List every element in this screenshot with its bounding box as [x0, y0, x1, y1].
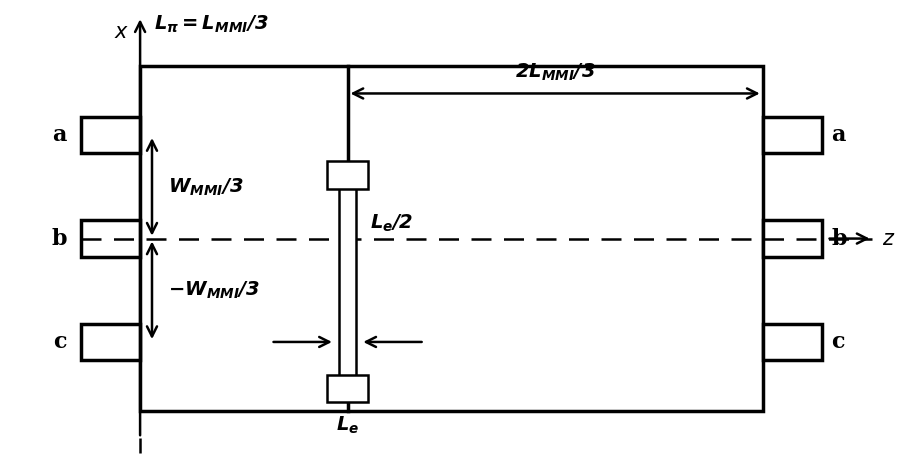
Text: $\bfit{-W}_{\bfit{MMI}}\bfit{/3}$: $\bfit{-W}_{\bfit{MMI}}\bfit{/3}$ [169, 280, 261, 301]
Text: c: c [832, 331, 845, 353]
Bar [140, 66, 763, 411]
Bar [327, 162, 368, 189]
Bar [763, 220, 822, 257]
Text: $\bfit{W}_{\bfit{MMI}}\bfit{/3}$: $\bfit{W}_{\bfit{MMI}}\bfit{/3}$ [169, 176, 244, 197]
Bar [327, 375, 368, 402]
Text: a: a [52, 124, 67, 146]
Text: $\bfit{L}_{\bfit{\pi}}\bfit{=}\bfit{L}_{\bfit{MMI}}\bfit{/3}$: $\bfit{L}_{\bfit{\pi}}\bfit{=}\bfit{L}_{… [154, 13, 269, 34]
Bar [81, 324, 140, 360]
Text: $\bfit{2}\bfit{L}_{\bfit{MMI}}\bfit{/3}$: $\bfit{2}\bfit{L}_{\bfit{MMI}}\bfit{/3}$ [515, 62, 595, 83]
Bar [763, 324, 822, 360]
Text: a: a [832, 124, 845, 146]
Text: $\mathit{x}$: $\mathit{x}$ [114, 22, 129, 42]
Text: c: c [53, 331, 67, 353]
Bar [81, 220, 140, 257]
Text: $\bfit{L}_{\bfit{e}}\bfit{/2}$: $\bfit{L}_{\bfit{e}}\bfit{/2}$ [369, 213, 413, 234]
Bar [763, 117, 822, 153]
Text: b: b [832, 228, 846, 250]
Text: b: b [52, 228, 67, 250]
Bar [339, 187, 356, 376]
Text: $\bfit{L}_{\bfit{e}}$: $\bfit{L}_{\bfit{e}}$ [336, 414, 359, 436]
Text: $\mathit{z}$: $\mathit{z}$ [881, 229, 895, 249]
Bar [81, 117, 140, 153]
